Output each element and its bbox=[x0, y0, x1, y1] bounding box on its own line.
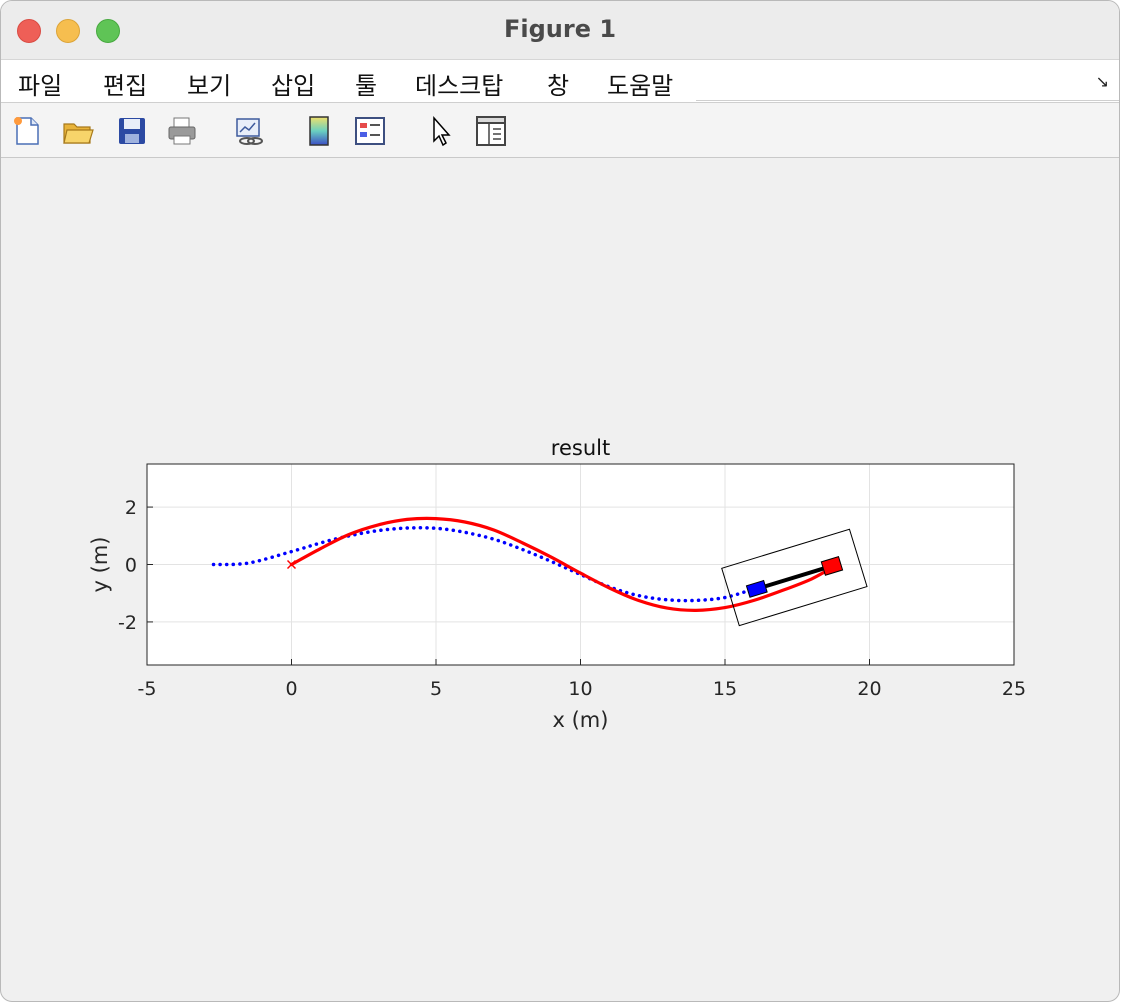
x-tick-label: 20 bbox=[857, 678, 881, 700]
open-file-icon[interactable] bbox=[62, 115, 94, 147]
window-title: Figure 1 bbox=[503, 15, 617, 43]
menu-insert[interactable]: 삽입 bbox=[271, 72, 316, 100]
menu-view[interactable]: 보기 bbox=[187, 72, 232, 100]
x-axis-label: x (m) bbox=[553, 708, 609, 732]
menu-divider bbox=[696, 100, 1119, 101]
vehicle-body-line bbox=[756, 564, 833, 591]
x-tick-label: 0 bbox=[285, 678, 297, 700]
new-figure-icon[interactable] bbox=[11, 115, 43, 147]
title-bar: Figure 1 bbox=[1, 1, 1119, 60]
plot-title: result bbox=[551, 436, 610, 460]
minimize-button[interactable] bbox=[56, 19, 80, 43]
vehicle-bounding-box bbox=[721, 528, 868, 627]
x-tick-label: -5 bbox=[138, 678, 157, 700]
vehicle-rear-marker bbox=[745, 579, 768, 598]
start-marker bbox=[286, 559, 297, 570]
y-tick-label: 0 bbox=[125, 555, 137, 577]
x-tick-label: 15 bbox=[713, 678, 737, 700]
toolbar bbox=[1, 103, 1119, 158]
print-icon[interactable] bbox=[166, 115, 198, 147]
menu-window[interactable]: 창 bbox=[547, 72, 570, 100]
link-plot-icon[interactable] bbox=[233, 115, 265, 147]
menu-edit[interactable]: 편집 bbox=[103, 72, 148, 100]
menu-tools[interactable]: 툴 bbox=[355, 72, 378, 100]
y-axis-label: y (m) bbox=[88, 537, 112, 593]
save-icon[interactable] bbox=[116, 115, 148, 147]
close-button[interactable] bbox=[17, 19, 41, 43]
tracked-path-series bbox=[289, 516, 837, 613]
menu-help[interactable]: 도움말 bbox=[607, 72, 674, 100]
maximize-button[interactable] bbox=[96, 19, 120, 43]
edit-plot-cursor-icon[interactable] bbox=[425, 115, 457, 147]
y-tick-label: -2 bbox=[118, 612, 137, 634]
vehicle-front-marker bbox=[820, 555, 844, 576]
legend-icon[interactable] bbox=[354, 115, 386, 147]
reference-path-series bbox=[211, 526, 756, 603]
dock-arrow-icon[interactable]: ↘ bbox=[1095, 72, 1109, 91]
menu-file[interactable]: 파일 bbox=[18, 72, 63, 100]
menu-desktop[interactable]: 데스크탑 bbox=[415, 72, 504, 100]
colorbar-icon[interactable] bbox=[303, 115, 335, 147]
x-tick-label: 10 bbox=[568, 678, 592, 700]
property-inspector-icon[interactable] bbox=[475, 115, 507, 147]
x-tick-label: 25 bbox=[1002, 678, 1026, 700]
menu-bar: 파일 편집 보기 삽입 툴 데스크탑 창 도움말 ↘ bbox=[1, 60, 1119, 103]
y-tick-label: 2 bbox=[125, 497, 137, 519]
x-tick-label: 5 bbox=[430, 678, 442, 700]
